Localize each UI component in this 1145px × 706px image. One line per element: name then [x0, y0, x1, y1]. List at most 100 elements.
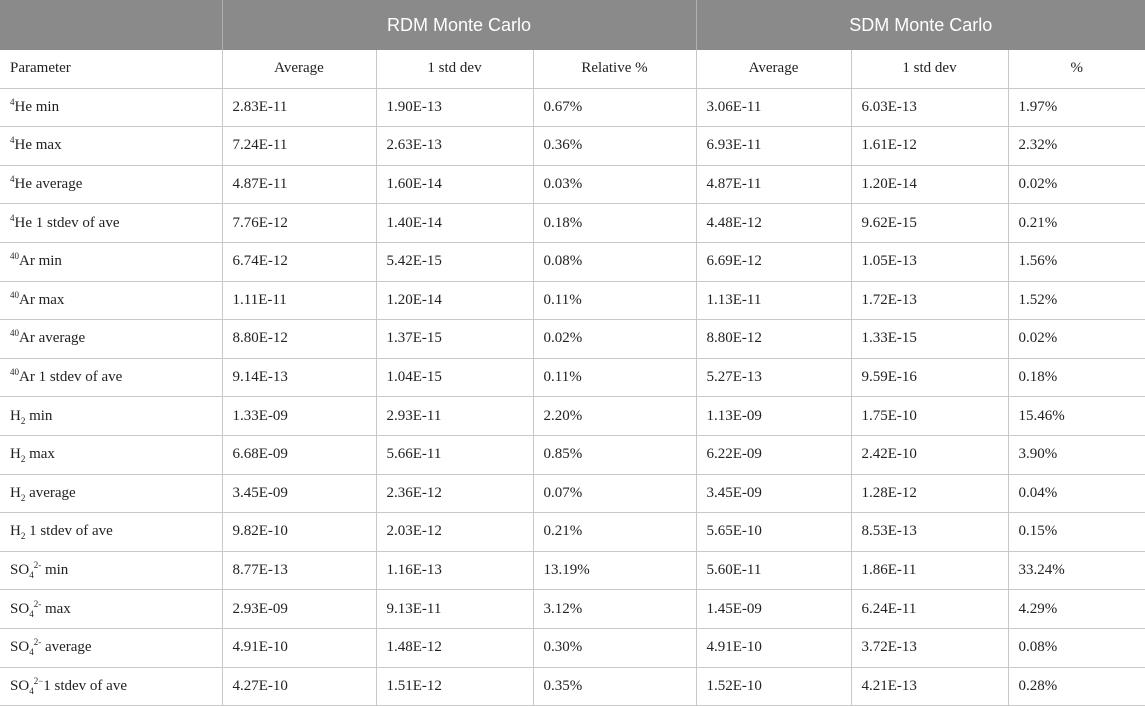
- group-header-row: RDM Monte Carlo SDM Monte Carlo: [0, 0, 1145, 50]
- sdm-percent-cell: 0.18%: [1008, 358, 1145, 398]
- rdm-relative-cell: 3.12%: [533, 589, 697, 629]
- rdm-average-cell: 1.11E-11: [222, 281, 377, 321]
- species-name: SO: [10, 677, 30, 694]
- rdm-std-dev-cell: 1.90E-13: [376, 88, 534, 128]
- species-name: He: [14, 214, 33, 231]
- species-subscript: 2: [20, 531, 26, 542]
- species-name: Ar: [19, 253, 35, 270]
- parameter-suffix: 1 stdev of ave: [34, 369, 123, 386]
- sdm-percent-cell: 15.46%: [1008, 396, 1145, 436]
- species-subscript: 2: [20, 454, 26, 465]
- table-row: 4He average 4.87E-11 1.60E-14 0.03% 4.87E-11…: [0, 165, 1145, 205]
- species-name: Ar: [19, 369, 35, 386]
- rdm-relative-cell: 0.02%: [533, 319, 697, 359]
- sdm-std-dev-cell: 9.62E-15: [851, 203, 1009, 243]
- sdm-std-dev-cell: 1.75E-10: [851, 396, 1009, 436]
- group-header-sdm: SDM Monte Carlo: [696, 0, 1145, 50]
- rdm-average-cell: 7.76E-12: [222, 203, 377, 243]
- rdm-average-cell: 4.27E-10: [222, 667, 377, 706]
- rdm-average-cell: 1.33E-09: [222, 396, 377, 436]
- sdm-average-cell: 6.93E-11: [696, 126, 852, 166]
- group-header-rdm: RDM Monte Carlo: [222, 0, 697, 50]
- sdm-std-dev-cell: 1.72E-13: [851, 281, 1009, 321]
- isotope-superscript: 4: [10, 212, 15, 223]
- rdm-average-cell: 6.74E-12: [222, 242, 377, 282]
- ion-charge-superscript: 2-: [33, 637, 42, 648]
- species-subscript: 4: [29, 570, 34, 581]
- rdm-relative-cell: 0.21%: [533, 512, 697, 552]
- parameter-cell: 40Ar 1 stdev of ave: [0, 358, 223, 398]
- species-name: He: [14, 98, 33, 115]
- table-row: 4He max 7.24E-11 2.63E-13 0.36% 6.93E-11 1.61…: [0, 126, 1145, 166]
- rdm-std-dev-cell: 1.20E-14: [376, 281, 534, 321]
- rdm-average-cell: 8.80E-12: [222, 319, 377, 359]
- rdm-average-cell: 4.91E-10: [222, 628, 377, 668]
- species-name: Ar: [19, 291, 35, 308]
- sdm-average-cell: 1.13E-11: [696, 281, 852, 321]
- sdm-average-cell: 4.91E-10: [696, 628, 852, 668]
- rdm-std-dev-cell: 2.63E-13: [376, 126, 534, 166]
- sdm-percent-cell: 4.29%: [1008, 589, 1145, 629]
- rdm-average-cell: 4.87E-11: [222, 165, 377, 205]
- rdm-std-dev-cell: 1.16E-13: [376, 551, 534, 591]
- parameter-cell: 4He 1 stdev of ave: [0, 203, 223, 243]
- rdm-relative-cell: 13.19%: [533, 551, 697, 591]
- group-header-empty: [0, 0, 223, 50]
- sdm-percent-cell: 1.97%: [1008, 88, 1145, 128]
- parameter-cell: 4He min: [0, 88, 223, 128]
- table-row: 40Ar average 8.80E-12 1.37E-15 0.02% 8.80E-1…: [0, 319, 1145, 359]
- isotope-superscript: 40: [10, 289, 19, 300]
- table-row: SO42- max 2.93E-09 9.13E-11 3.12% 1.45E-09 6.…: [0, 589, 1145, 629]
- rdm-average-cell: 7.24E-11: [222, 126, 377, 166]
- rdm-std-dev-cell: 1.40E-14: [376, 203, 534, 243]
- table-row: 4He min 2.83E-11 1.90E-13 0.67% 3.06E-11 6.03…: [0, 88, 1145, 128]
- sdm-percent-cell: 0.04%: [1008, 474, 1145, 514]
- isotope-superscript: 40: [10, 367, 19, 378]
- table-row: H2 1 stdev of ave 9.82E-10 2.03E-12 0.21% 5.…: [0, 512, 1145, 552]
- species-subscript: 4: [29, 685, 34, 696]
- rdm-std-dev-cell: 5.42E-15: [376, 242, 534, 282]
- rdm-std-dev-cell: 1.48E-12: [376, 628, 534, 668]
- column-header-rdm-std-dev: 1 std dev: [376, 50, 534, 89]
- parameter-cell: 40Ar max: [0, 281, 223, 321]
- parameter-cell: SO42- max: [0, 589, 223, 629]
- rdm-average-cell: 8.77E-13: [222, 551, 377, 591]
- column-header-rdm-average: Average: [222, 50, 377, 89]
- parameter-suffix: max: [32, 137, 62, 154]
- table-row: H2 max 6.68E-09 5.66E-11 0.85% 6.22E-09 2.42E…: [0, 435, 1145, 475]
- column-header-sdm-std-dev: 1 std dev: [851, 50, 1009, 89]
- parameter-suffix: average: [41, 639, 92, 656]
- ion-charge-superscript: 2-: [33, 560, 42, 571]
- rdm-relative-cell: 0.11%: [533, 281, 697, 321]
- sdm-std-dev-cell: 1.33E-15: [851, 319, 1009, 359]
- sdm-percent-cell: 0.28%: [1008, 667, 1145, 706]
- isotope-superscript: 40: [10, 328, 19, 339]
- sdm-std-dev-cell: 6.03E-13: [851, 88, 1009, 128]
- sdm-std-dev-cell: 1.28E-12: [851, 474, 1009, 514]
- rdm-average-cell: 6.68E-09: [222, 435, 377, 475]
- rdm-std-dev-cell: 2.36E-12: [376, 474, 534, 514]
- parameter-suffix: average: [34, 330, 86, 347]
- rdm-std-dev-cell: 1.37E-15: [376, 319, 534, 359]
- parameter-suffix: 1 stdev of ave: [25, 523, 113, 540]
- rdm-relative-cell: 0.30%: [533, 628, 697, 668]
- species-name: H: [10, 523, 21, 540]
- sdm-percent-cell: 0.02%: [1008, 165, 1145, 205]
- sdm-std-dev-cell: 1.86E-11: [851, 551, 1009, 591]
- sdm-average-cell: 1.13E-09: [696, 396, 852, 436]
- column-header-sdm-percent: %: [1008, 50, 1145, 89]
- parameter-cell: SO42−1 stdev of ave: [0, 667, 223, 706]
- parameter-suffix: average: [25, 484, 76, 501]
- table-row: SO42- min 8.77E-13 1.16E-13 13.19% 5.60E-11 1…: [0, 551, 1145, 591]
- ion-charge-superscript: 2-: [33, 598, 42, 609]
- rdm-std-dev-cell: 1.51E-12: [376, 667, 534, 706]
- parameter-suffix: min: [41, 562, 69, 579]
- parameter-cell: 40Ar min: [0, 242, 223, 282]
- column-header-sdm-average: Average: [696, 50, 852, 89]
- rdm-relative-cell: 0.08%: [533, 242, 697, 282]
- sdm-percent-cell: 0.21%: [1008, 203, 1145, 243]
- sdm-average-cell: 3.06E-11: [696, 88, 852, 128]
- sdm-average-cell: 5.65E-10: [696, 512, 852, 552]
- parameter-cell: H2 min: [0, 396, 223, 436]
